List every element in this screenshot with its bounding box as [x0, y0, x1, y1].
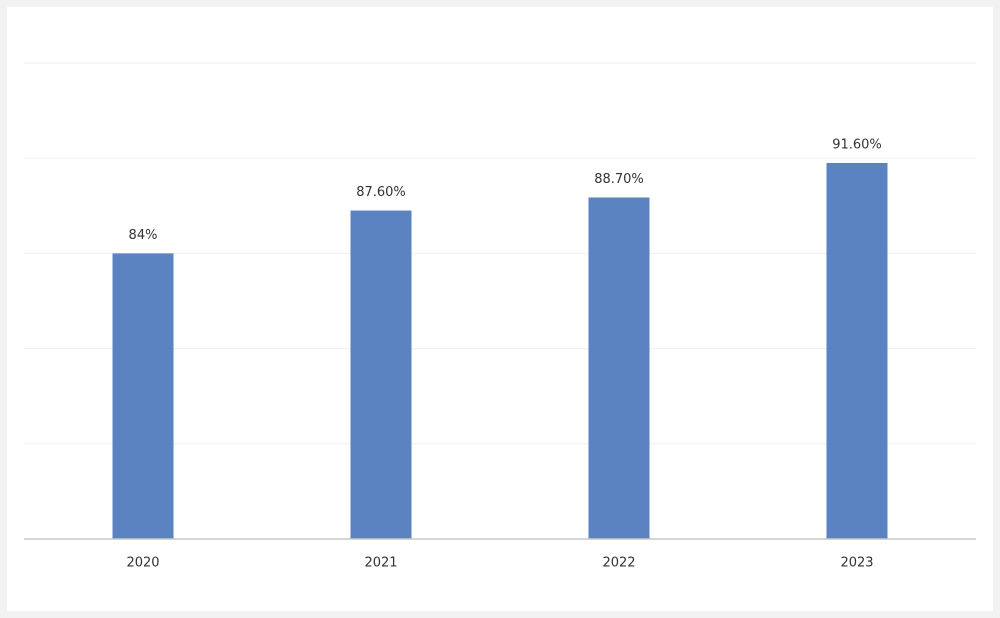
value-label: 87.60%	[356, 185, 406, 200]
bar	[350, 210, 412, 539]
x-tick-label: 2020	[126, 556, 159, 571]
value-label: 88.70%	[594, 172, 644, 187]
x-tick-label: 2022	[602, 556, 635, 571]
value-label: 91.60%	[832, 137, 882, 152]
bar	[826, 162, 888, 539]
bar	[112, 253, 174, 539]
x-tick-label: 2021	[364, 556, 397, 571]
x-tick-label: 2023	[840, 556, 873, 571]
bar	[588, 197, 650, 539]
value-label: 84%	[129, 228, 158, 243]
